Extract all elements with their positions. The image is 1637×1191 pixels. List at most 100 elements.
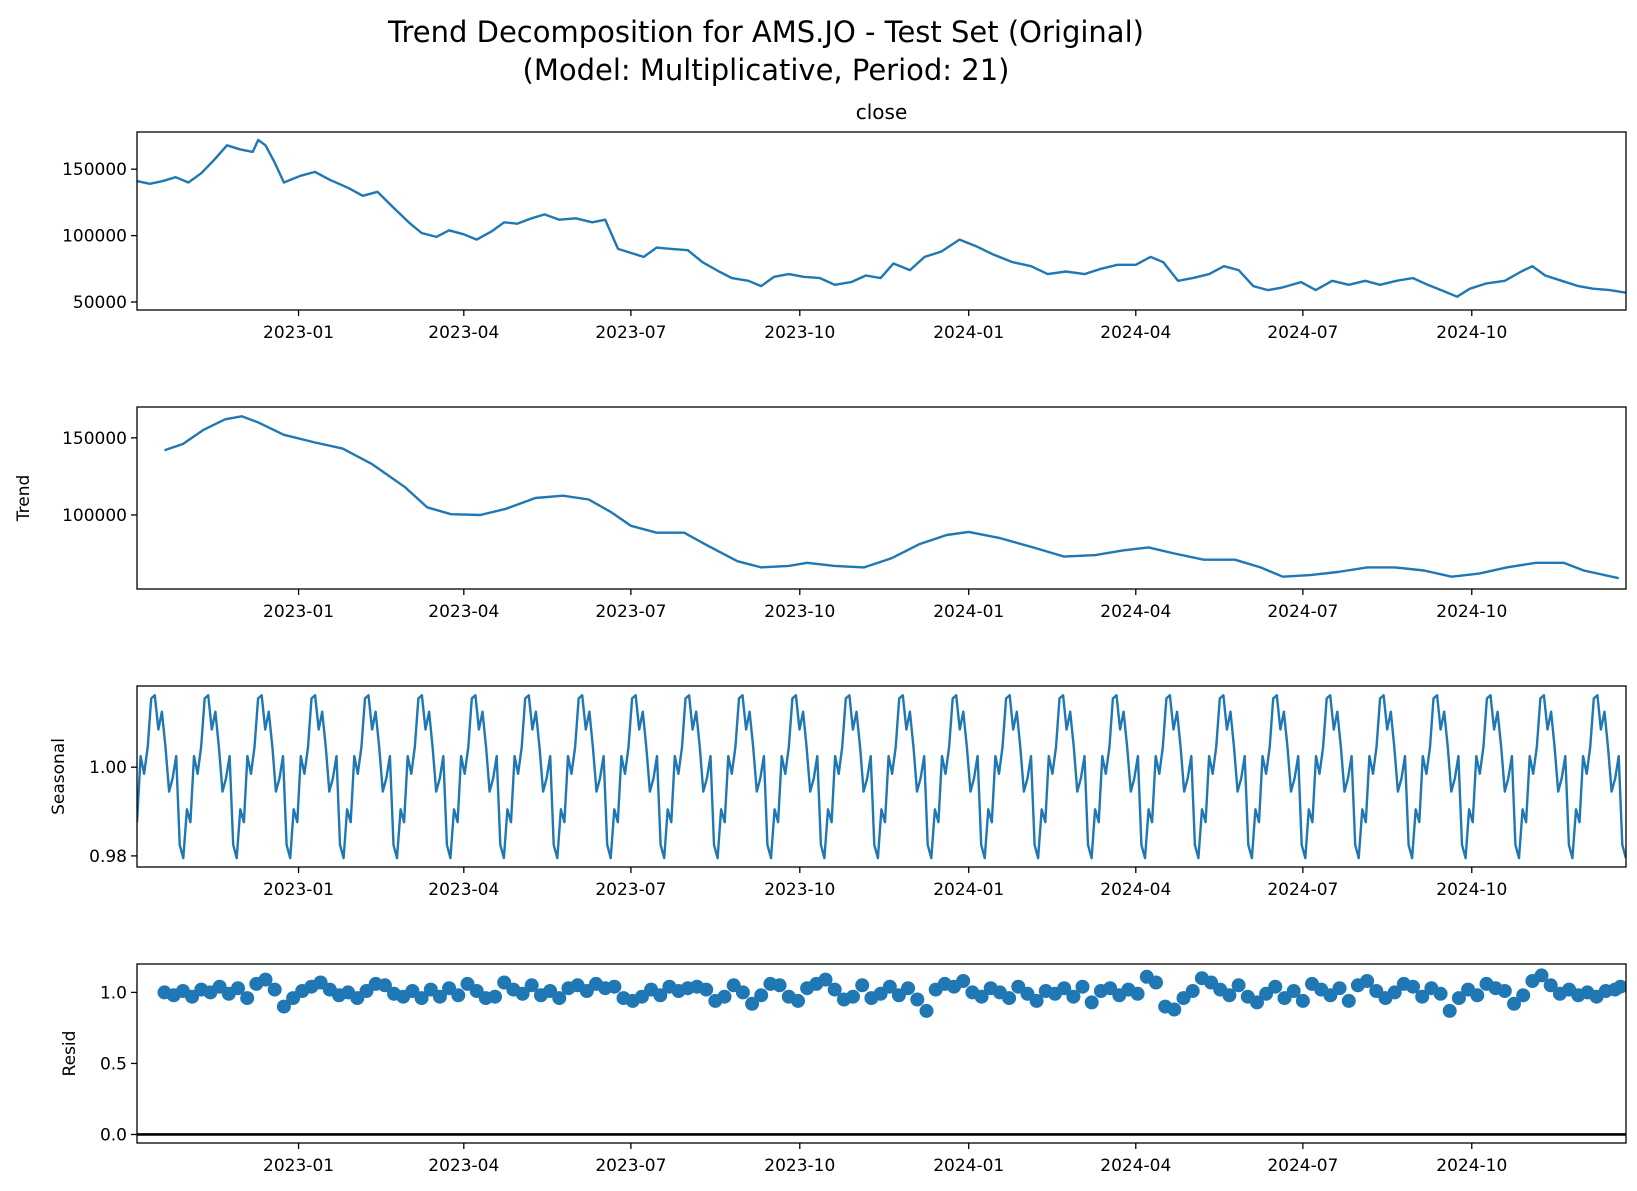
trend-xtick-label: 2024-01 xyxy=(933,602,1004,622)
resid-point xyxy=(1084,995,1099,1010)
close-xtick-label: 2024-07 xyxy=(1267,323,1338,343)
trend-series-line xyxy=(164,415,1619,580)
resid-point xyxy=(432,989,447,1004)
close-ytick-label: 100000 xyxy=(62,227,127,247)
close-panel: close 50000 100000 150000 2023-01 2023-04 2023… xyxy=(62,100,1627,343)
resid-point xyxy=(901,981,916,996)
close-series-line xyxy=(137,138,1626,298)
close-xtick-label: 2024-01 xyxy=(933,323,1004,343)
resid-point xyxy=(1286,984,1301,998)
resid-point xyxy=(1451,991,1466,1006)
resid-ytick-label: 1.0 xyxy=(100,983,127,1003)
resid-point xyxy=(1057,981,1072,996)
resid-point xyxy=(524,978,539,993)
resid-point xyxy=(1360,974,1375,988)
resid-panel: Resid 0.0 0.5 1.0 2023-01 2023-04 2023-07 2023-… xyxy=(60,963,1627,1176)
resid-point xyxy=(258,972,273,987)
resid-point xyxy=(745,996,760,1011)
resid-xtick-label: 2024-10 xyxy=(1436,1156,1507,1176)
trend-ylabel: Trend xyxy=(14,475,34,523)
resid-point xyxy=(827,982,842,997)
resid-point xyxy=(267,982,282,997)
seasonal-xtick-label: 2023-10 xyxy=(764,880,835,900)
seasonal-data xyxy=(137,694,1626,860)
resid-point xyxy=(276,999,291,1014)
resid-point xyxy=(1415,989,1430,1004)
trend-axes-frame xyxy=(136,406,1627,590)
close-xtick-label: 2023-10 xyxy=(764,323,835,343)
resid-point xyxy=(377,978,392,993)
resid-point xyxy=(1442,1003,1457,1018)
resid-point xyxy=(1534,968,1549,983)
trend-xtick-label: 2023-01 xyxy=(263,602,334,622)
resid-point xyxy=(735,985,750,1000)
resid-point xyxy=(552,991,567,1006)
resid-point xyxy=(1433,986,1448,1001)
resid-point xyxy=(488,989,502,1004)
seasonal-ytick-label: 1.00 xyxy=(89,758,127,778)
resid-point xyxy=(699,982,714,997)
resid-point xyxy=(1002,991,1017,1006)
close-xtick-label: 2023-04 xyxy=(428,323,499,343)
close-panel-title: close xyxy=(856,100,908,124)
resid-point xyxy=(754,988,769,1003)
resid-point xyxy=(855,978,870,993)
resid-point xyxy=(1613,979,1626,994)
close-data xyxy=(137,138,1626,298)
close-xtick-label: 2023-07 xyxy=(595,323,666,343)
resid-xtick-label: 2024-04 xyxy=(1100,1156,1171,1176)
resid-point xyxy=(846,989,860,1004)
close-xtick-label: 2024-10 xyxy=(1436,323,1507,343)
figure-title-line1: Trend Decomposition for AMS.JO - Test Se… xyxy=(387,15,1144,49)
seasonal-ylabel: Seasonal xyxy=(49,738,69,815)
resid-ytick-label: 0.5 xyxy=(100,1054,127,1074)
resid-point xyxy=(231,981,245,996)
resid-point xyxy=(717,989,732,1004)
resid-point xyxy=(818,972,833,987)
resid-point xyxy=(974,989,989,1004)
resid-point xyxy=(1167,1002,1182,1017)
trend-xtick-label: 2023-04 xyxy=(428,602,499,622)
close-axes-frame xyxy=(136,131,1627,311)
seasonal-xtick-label: 2023-04 xyxy=(428,880,499,900)
seasonal-xtick-label: 2023-01 xyxy=(263,880,334,900)
resid-point xyxy=(1406,979,1420,994)
seasonal-xtick-label: 2024-04 xyxy=(1100,880,1171,900)
close-ytick-label: 50000 xyxy=(73,293,127,313)
resid-point xyxy=(1332,981,1347,996)
resid-xtick-label: 2024-01 xyxy=(933,1156,1004,1176)
seasonal-xtick-label: 2023-07 xyxy=(595,880,666,900)
resid-point xyxy=(882,979,897,994)
trend-ytick-label: 100000 xyxy=(62,506,127,526)
resid-point xyxy=(451,988,466,1003)
resid-xtick-label: 2024-07 xyxy=(1267,1156,1338,1176)
resid-point xyxy=(1497,984,1512,998)
resid-point xyxy=(1149,975,1163,990)
resid-point xyxy=(1470,988,1485,1003)
resid-data xyxy=(137,968,1626,1136)
resid-point xyxy=(1341,993,1356,1008)
seasonal-xtick-label: 2024-10 xyxy=(1436,880,1507,900)
resid-point xyxy=(1543,978,1558,993)
panels: close 50000 100000 150000 2023-01 2023-04 2023… xyxy=(14,100,1627,1176)
resid-axes-frame xyxy=(136,963,1627,1144)
seasonal-xtick-label: 2024-07 xyxy=(1267,880,1338,900)
resid-point xyxy=(414,991,429,1006)
trend-xtick-label: 2024-07 xyxy=(1267,602,1338,622)
seasonal-axes-frame xyxy=(136,685,1627,868)
resid-point xyxy=(240,991,255,1006)
trend-xtick-label: 2023-10 xyxy=(764,602,835,622)
resid-ylabel: Resid xyxy=(60,1031,80,1077)
resid-point xyxy=(607,979,622,994)
resid-point xyxy=(515,986,530,1001)
resid-point xyxy=(1185,984,1200,998)
resid-point xyxy=(956,974,971,988)
close-ytick-label: 150000 xyxy=(62,160,127,180)
resid-point xyxy=(772,978,787,993)
resid-point xyxy=(1231,978,1246,993)
resid-xtick-label: 2023-04 xyxy=(428,1156,499,1176)
resid-ytick-label: 0.0 xyxy=(100,1125,127,1145)
resid-point xyxy=(1250,995,1264,1010)
seasonal-panel: Seasonal 0.98 1.00 2023-01 2023-04 2023-07 202… xyxy=(49,685,1627,900)
